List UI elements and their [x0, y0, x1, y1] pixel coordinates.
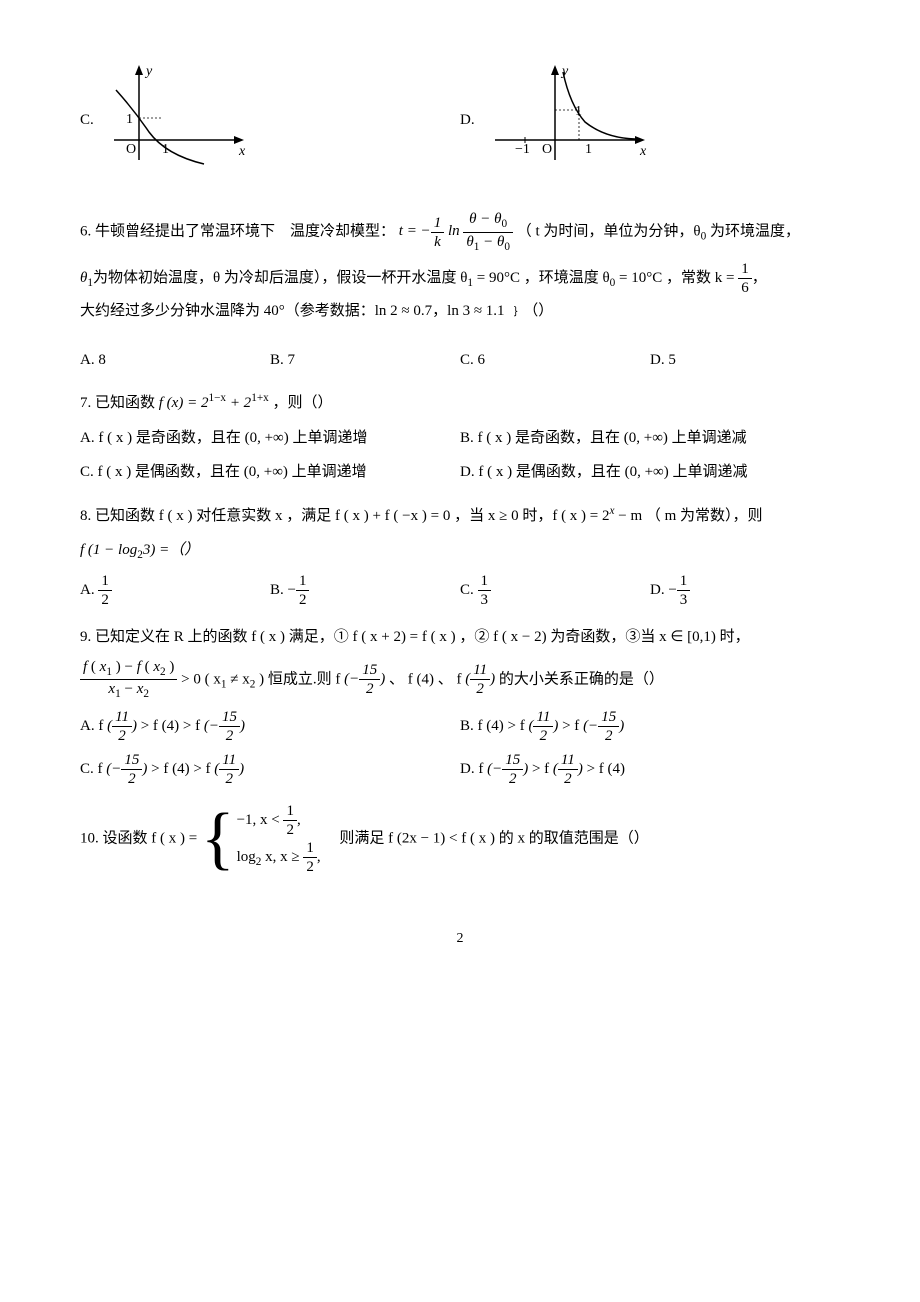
- q8-line2: f (1 − log23) =（）: [80, 536, 840, 566]
- q7: 7. 已知函数 f (x) = 21−x + 21+x ，则（）: [80, 388, 840, 418]
- q8-opt-c: C. 13: [460, 572, 650, 609]
- q7-tail: ，则（）: [273, 395, 333, 411]
- q7-opt-c: C. f ( x ) 是偶函数，且在 (0, +∞) 上单调递增: [80, 458, 460, 487]
- graph-c-svg: y x O 1 1: [104, 60, 254, 180]
- q9-opt-d: D. f (−152) > f (112) > f (4): [460, 751, 840, 788]
- q7-row2: C. f ( x ) 是偶函数，且在 (0, +∞) 上单调递增 D. f ( …: [80, 458, 840, 487]
- q8: 8. 已知函数 f ( x ) 对任意实数 x ，满足 f ( x ) + f …: [80, 501, 840, 531]
- graph-d-svg: y x O 1 1 −1: [485, 60, 655, 180]
- q7-opt-d: D. f ( x ) 是偶函数，且在 (0, +∞) 上单调递减: [460, 458, 840, 487]
- graph-row: C. y x O 1 1 D. y x O: [80, 60, 840, 180]
- q7-opt-a: A. f ( x ) 是奇函数，且在 (0, +∞) 上单调递增: [80, 424, 460, 453]
- q6-line2: θ1为物体初始温度，θ 为冷却后温度），假设一杯开水温度 θ1 = 90°C ，…: [80, 260, 840, 297]
- q10-stem-a: 10. 设函数 f ( x ) =: [80, 830, 201, 846]
- graph-d-cell: D. y x O 1 1 −1: [460, 60, 840, 180]
- q6-options: A. 8 B. 7 C. 6 D. 5: [80, 346, 840, 375]
- q6-stem-a: 6. 牛顿曾经提出了常温环境下 温度冷却模型：: [80, 223, 395, 239]
- q9-opt-a: A. f (112) > f (4) > f (−152): [80, 708, 460, 745]
- graph-d-label: D.: [460, 106, 475, 135]
- svg-text:x: x: [238, 144, 246, 159]
- q6: 6. 牛顿曾经提出了常温环境下 温度冷却模型： t = −1k ln θ − θ…: [80, 210, 840, 254]
- q9-opt-c: C. f (−152) > f (4) > f (112): [80, 751, 460, 788]
- q8-stem-b: − m （ m 为常数），则: [615, 508, 763, 524]
- q6-opt-a: A. 8: [80, 346, 270, 375]
- q6-opt-d: D. 5: [650, 346, 840, 375]
- q6-stem-b2: 为环境温度，: [706, 223, 800, 239]
- q10-stem-b: 则满足 f (2x − 1) < f ( x ) 的 x 的取值范围是（）: [324, 830, 648, 846]
- svg-text:1: 1: [575, 104, 582, 119]
- q8-stem-a: 8. 已知函数 f ( x ) 对任意实数 x ，满足 f ( x ) + f …: [80, 508, 610, 524]
- svg-text:O: O: [126, 142, 136, 157]
- q10: 10. 设函数 f ( x ) = { −1, x < 12, log2 x, …: [80, 802, 840, 876]
- q9-opt-b: B. f (4) > f (112) > f (−152): [460, 708, 840, 745]
- q6-formula: t = −1k ln θ − θ0θ1 − θ0: [399, 223, 517, 239]
- q8-options: A. 12 B. −12 C. 13 D. −13: [80, 572, 840, 609]
- q8-opt-a: A. 12: [80, 572, 270, 609]
- svg-text:−1: −1: [515, 142, 530, 157]
- q6-stem-b: （ t 为时间，单位为分钟，θ: [517, 223, 701, 239]
- q9-line2: f ( x1 ) − f ( x2 )x1 − x2 > 0 ( x1 ≠ x2…: [80, 658, 840, 702]
- svg-text:y: y: [144, 64, 153, 79]
- graph-c-cell: C. y x O 1 1: [80, 60, 460, 180]
- svg-text:1: 1: [126, 112, 133, 127]
- q8-opt-b: B. −12: [270, 572, 460, 609]
- q7-stem: 7. 已知函数: [80, 395, 159, 411]
- q10-piecewise: { −1, x < 12, log2 x, x ≥ 12,: [201, 802, 321, 876]
- q9-stem: 9. 已知定义在 R 上的函数 f ( x ) 满足，① f ( x + 2) …: [80, 623, 840, 652]
- q8-opt-d: D. −13: [650, 572, 840, 609]
- svg-text:O: O: [542, 142, 552, 157]
- q7-row1: A. f ( x ) 是奇函数，且在 (0, +∞) 上单调递增 B. f ( …: [80, 424, 840, 453]
- q7-opt-b: B. f ( x ) 是奇函数，且在 (0, +∞) 上单调递减: [460, 424, 840, 453]
- q7-fx: f (x) = 21−x + 21+x: [159, 395, 269, 411]
- q9-row2: C. f (−152) > f (4) > f (112) D. f (−152…: [80, 751, 840, 788]
- svg-text:x: x: [639, 144, 647, 159]
- q6-opt-c: C. 6: [460, 346, 650, 375]
- svg-text:1: 1: [162, 142, 169, 157]
- svg-text:1: 1: [585, 142, 592, 157]
- q6-line3: 大约经过多少分钟水温降为 40°（参考数据：ln 2 ≈ 0.7，ln 3 ≈ …: [80, 297, 840, 326]
- graph-c-label: C.: [80, 106, 94, 135]
- q6-opt-b: B. 7: [270, 346, 460, 375]
- q9-row1: A. f (112) > f (4) > f (−152) B. f (4) >…: [80, 708, 840, 745]
- page-number: 2: [80, 926, 840, 953]
